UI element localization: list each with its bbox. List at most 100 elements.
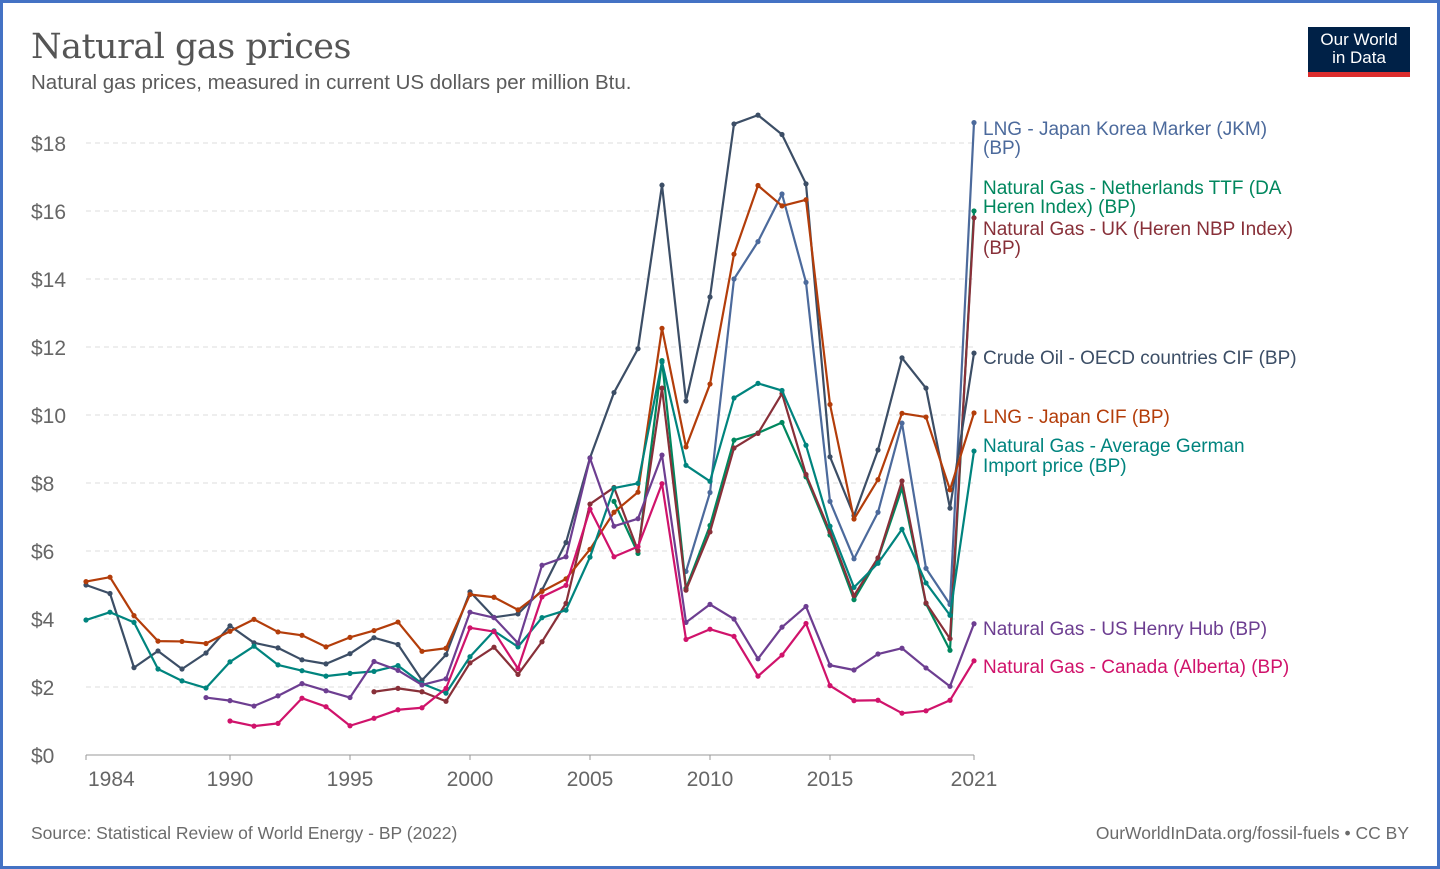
x-tick-label: 2000	[447, 768, 494, 791]
data-point	[899, 355, 905, 361]
data-point	[755, 673, 761, 679]
data-point	[611, 389, 617, 396]
data-point	[323, 661, 329, 667]
data-point	[227, 698, 233, 704]
data-point	[827, 401, 833, 408]
data-point	[683, 462, 689, 468]
data-point	[851, 597, 857, 603]
data-point	[803, 442, 809, 448]
y-tick-label: $6	[31, 541, 54, 564]
x-tick-label: 1990	[207, 768, 254, 791]
data-point	[923, 414, 929, 420]
data-point	[899, 478, 905, 484]
data-point	[563, 582, 569, 588]
data-point	[131, 613, 137, 619]
data-point	[107, 590, 113, 597]
data-point	[347, 670, 353, 677]
data-point	[515, 671, 521, 678]
data-point	[851, 592, 857, 599]
x-tick-label: 2021	[951, 768, 998, 791]
data-point	[731, 616, 737, 622]
data-point	[563, 607, 569, 613]
data-point	[875, 651, 881, 657]
data-point	[251, 616, 257, 622]
data-point	[707, 601, 713, 607]
y-tick-label: $4	[31, 609, 55, 632]
data-point	[755, 239, 761, 245]
data-point	[611, 523, 617, 529]
owid-logo[interactable]: Our World in Data	[1308, 27, 1410, 77]
data-point	[827, 683, 833, 689]
data-point	[779, 191, 785, 197]
data-point	[731, 633, 737, 639]
data-point	[83, 617, 89, 623]
data-point	[299, 657, 305, 663]
data-point	[707, 489, 713, 496]
y-tick-label: $14	[31, 269, 66, 292]
data-point	[131, 665, 137, 671]
data-point	[875, 509, 881, 515]
data-point	[467, 591, 473, 598]
series-label: Natural Gas - US Henry Hub (BP)	[983, 619, 1267, 640]
data-point	[875, 560, 881, 566]
data-point	[827, 498, 833, 504]
data-point	[323, 644, 329, 650]
data-point	[179, 638, 185, 645]
data-point	[227, 623, 233, 629]
data-point	[971, 448, 977, 454]
data-point	[155, 638, 161, 644]
data-point	[923, 600, 929, 606]
data-point	[275, 629, 281, 635]
data-point	[371, 689, 377, 695]
series-7: Natural Gas - Canada (Alberta) (BP)	[227, 481, 1289, 729]
credit-link[interactable]: OurWorldInData.org/fossil-fuels • CC BY	[1095, 823, 1409, 843]
data-point	[851, 556, 857, 562]
data-point	[83, 579, 89, 585]
data-point	[155, 666, 161, 672]
data-point	[443, 690, 449, 696]
data-point	[971, 208, 977, 214]
data-point	[851, 667, 857, 673]
x-tick-label: 1995	[327, 768, 374, 791]
data-point	[707, 381, 713, 387]
y-tick-label: $18	[31, 133, 66, 156]
data-point	[179, 666, 185, 672]
data-point	[875, 447, 881, 453]
data-point	[947, 636, 953, 642]
x-tick-label: 2010	[687, 768, 734, 791]
data-point	[539, 562, 545, 568]
data-point	[155, 648, 161, 654]
data-point	[947, 505, 953, 511]
series-label: Heren Index) (BP)	[983, 197, 1136, 218]
data-point	[659, 182, 665, 188]
data-point	[971, 215, 977, 221]
series-label: Natural Gas - Netherlands TTF (DA	[983, 178, 1282, 199]
x-tick-label: 1984	[88, 768, 135, 791]
data-point	[179, 678, 185, 684]
data-point	[635, 543, 641, 550]
data-point	[923, 708, 929, 714]
data-point	[203, 685, 209, 691]
data-point	[731, 251, 737, 257]
data-point	[203, 640, 209, 647]
data-point	[923, 565, 929, 571]
data-point	[419, 682, 425, 688]
data-point	[971, 410, 977, 416]
data-point	[899, 526, 905, 532]
data-point	[635, 489, 641, 495]
data-point	[323, 673, 329, 679]
data-point	[683, 398, 689, 404]
data-point	[683, 587, 689, 593]
data-point	[227, 718, 233, 724]
data-point	[635, 548, 641, 554]
data-point	[755, 380, 761, 386]
data-point	[395, 619, 401, 625]
data-point	[371, 715, 377, 721]
data-point	[443, 676, 449, 682]
data-point	[515, 607, 521, 613]
data-point	[299, 668, 305, 674]
data-point	[443, 685, 449, 691]
data-point	[227, 628, 233, 634]
series-label: (BP)	[983, 138, 1021, 159]
series-label: LNG - Japan CIF (BP)	[983, 407, 1170, 428]
